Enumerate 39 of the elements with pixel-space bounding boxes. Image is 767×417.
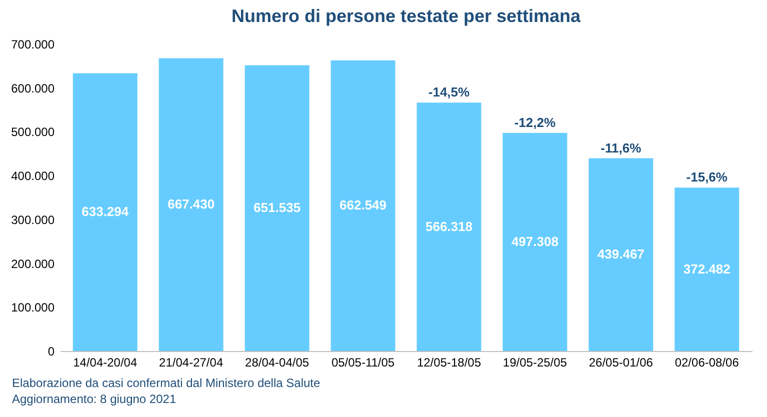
y-tick-label: 500.000 bbox=[11, 125, 55, 140]
x-tick-label: 26/05-01/06 bbox=[588, 356, 654, 370]
y-tick-label: 100.000 bbox=[11, 300, 55, 315]
data-label: 651.535 bbox=[254, 200, 301, 216]
text: Elaborazione da casi confermati dal Ministero della Salute bbox=[12, 375, 320, 391]
bar bbox=[588, 158, 654, 351]
bar bbox=[674, 188, 740, 351]
bar bbox=[72, 73, 138, 351]
text: Aggiornamento: 8 giugno 2021 bbox=[12, 391, 178, 407]
annotation: -12,2% bbox=[514, 114, 556, 130]
data-label: 633.294 bbox=[82, 204, 130, 220]
bar bbox=[158, 58, 224, 351]
annotation: -11,6% bbox=[600, 140, 642, 156]
x-tick-label: 05/05-11/05 bbox=[331, 356, 395, 370]
data-label: 566.318 bbox=[425, 218, 472, 234]
bar bbox=[244, 65, 310, 351]
data-label: 439.467 bbox=[597, 246, 644, 262]
data-label: 372.482 bbox=[683, 261, 730, 276]
x-tick-label: 14/04-20/04 bbox=[73, 356, 138, 370]
x-tick-label: 19/05-25/05 bbox=[502, 356, 568, 370]
y-tick-label: 0 bbox=[48, 344, 55, 358]
data-label: 662.549 bbox=[340, 198, 387, 213]
y-tick-label: 400.000 bbox=[11, 169, 55, 184]
chart-title: Numero di persone testate per settimana bbox=[231, 6, 582, 26]
y-tick-label: 600.000 bbox=[11, 81, 55, 96]
annotation: -15,6% bbox=[686, 170, 728, 185]
data-label: 497.308 bbox=[511, 234, 558, 249]
bar bbox=[502, 132, 568, 351]
annotation: -14,5% bbox=[428, 84, 470, 100]
y-tick-label: 700.000 bbox=[11, 38, 55, 52]
y-tick-label: 200.000 bbox=[11, 256, 55, 271]
bar bbox=[416, 102, 482, 351]
data-label: 667.430 bbox=[168, 196, 215, 212]
x-tick-label: 28/04-04/05 bbox=[245, 356, 310, 370]
bar bbox=[330, 60, 396, 351]
y-tick-label: 300.000 bbox=[11, 212, 55, 227]
x-tick-label: 21/04-27/04 bbox=[159, 356, 224, 370]
x-tick-label: 02/06-08/06 bbox=[674, 356, 740, 370]
x-tick-label: 12/05-18/05 bbox=[416, 356, 482, 370]
